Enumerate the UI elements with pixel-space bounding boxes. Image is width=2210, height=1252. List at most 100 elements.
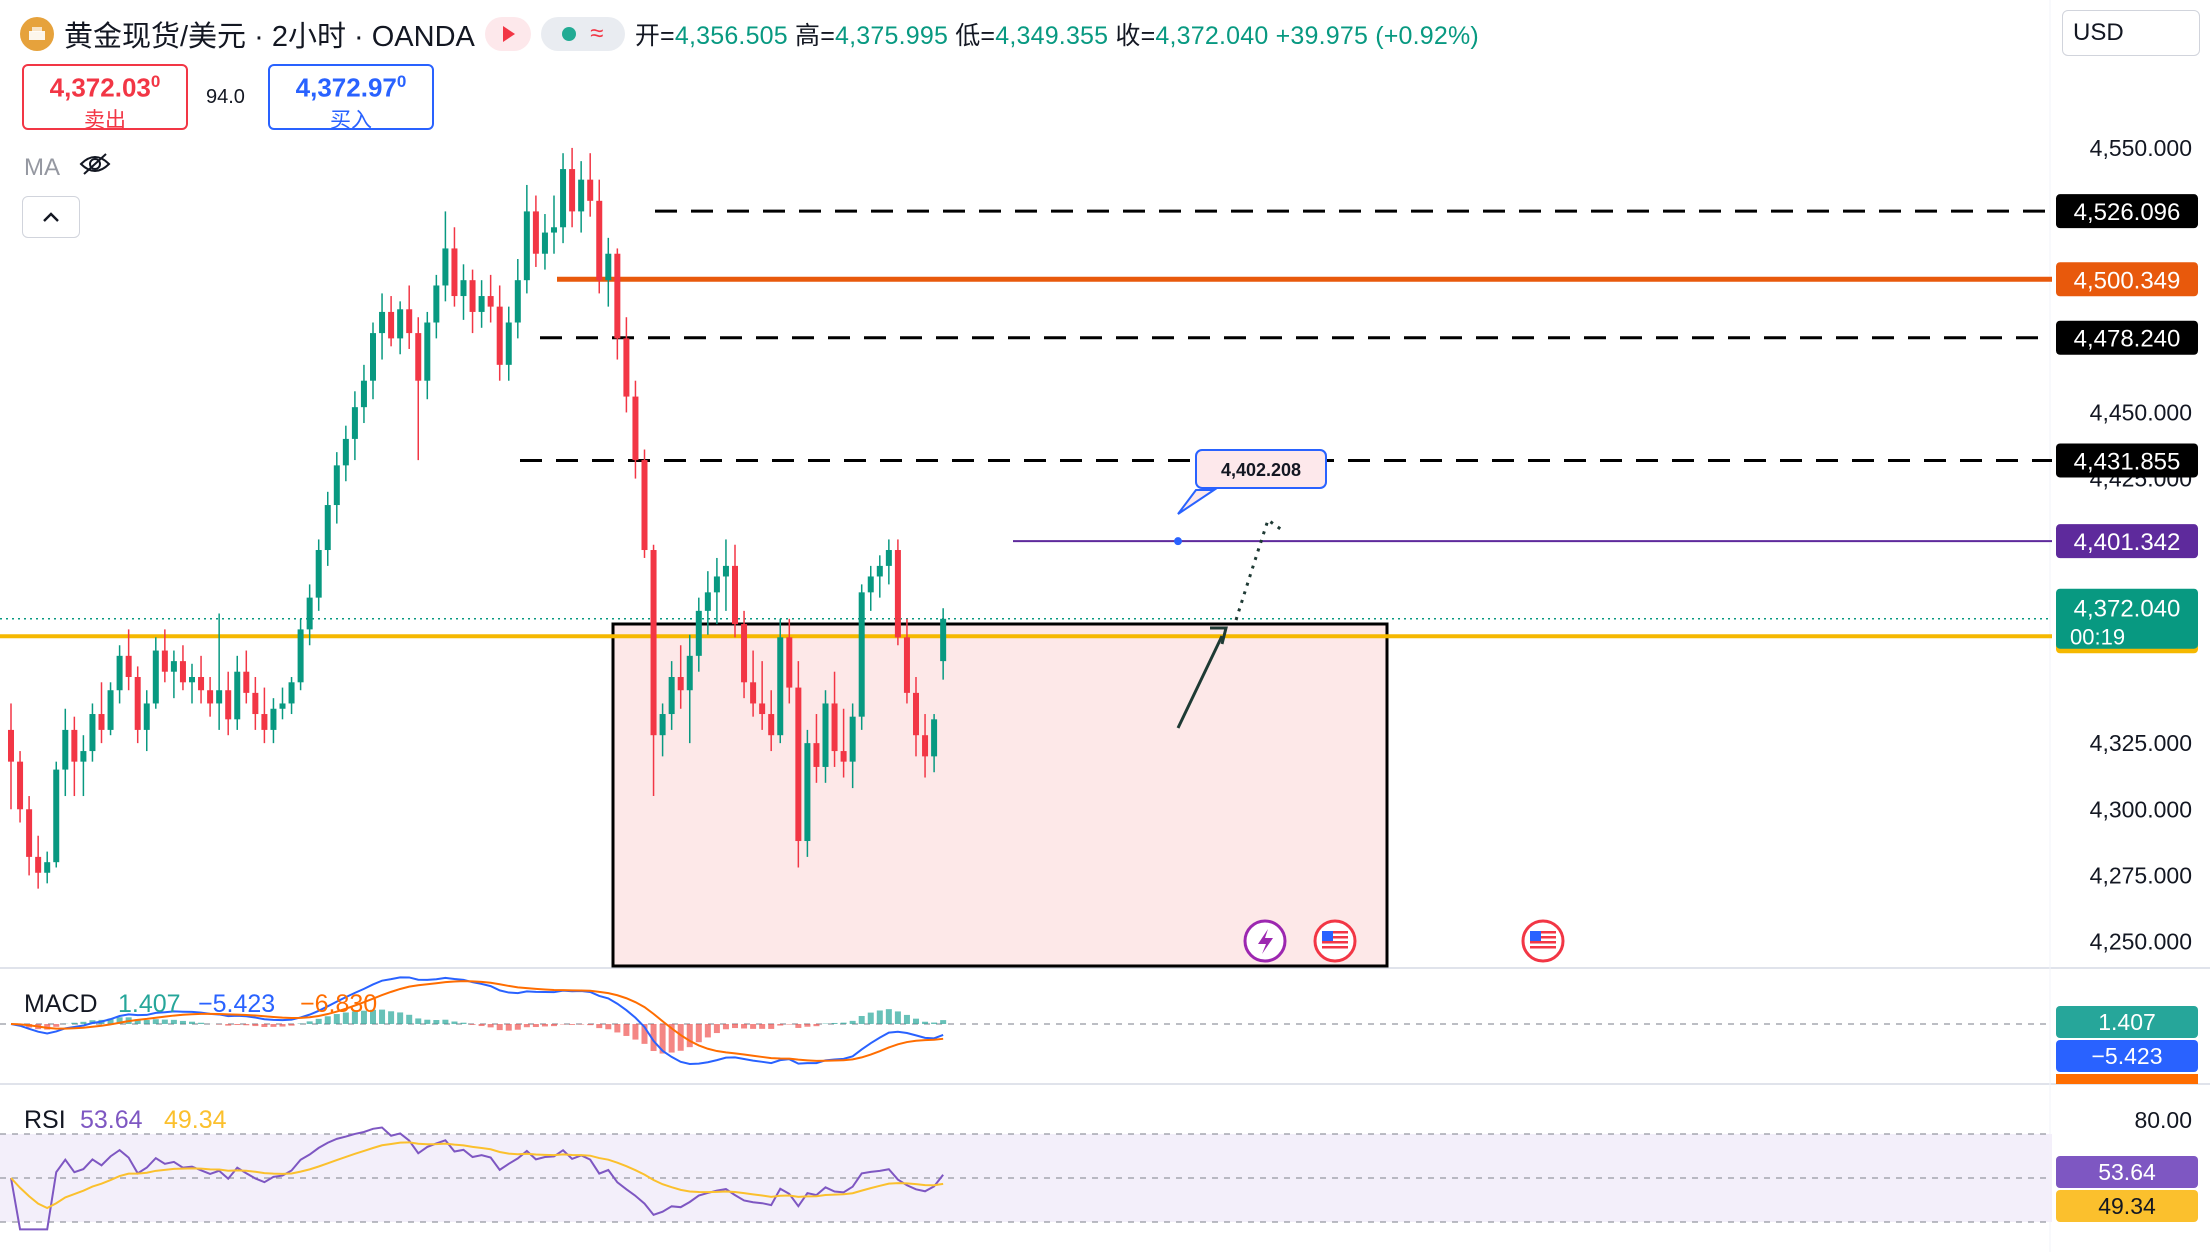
candle-body [478, 296, 485, 312]
rsi-legend-ma: 49.34 [164, 1106, 227, 1134]
macd-badge-histogram [2056, 1006, 2198, 1038]
candle-body [433, 285, 440, 323]
candle-body [379, 311, 386, 334]
candle-body [686, 655, 693, 691]
candle-body [143, 703, 150, 730]
lightning-glyph [1258, 929, 1273, 954]
candle-body [80, 751, 87, 762]
flag-canton [1530, 931, 1541, 941]
candle-body [876, 565, 883, 577]
macd-histogram-bar [433, 1020, 440, 1024]
symbol-title[interactable]: 黄金现货/美元 · 2小时 · OANDA [64, 21, 475, 53]
macd-histogram-bar [840, 1022, 847, 1024]
macd-histogram-bar [451, 1021, 458, 1024]
macd-histogram-bar [541, 1024, 548, 1027]
macd-histogram-bar [397, 1012, 404, 1024]
macd-histogram-bar [804, 1024, 811, 1027]
candle-body [71, 729, 78, 762]
flag-stripe [1322, 936, 1348, 939]
candle-body [351, 407, 358, 439]
macd-histogram-bar [415, 1018, 422, 1024]
candle-body [849, 716, 856, 762]
rsi-badge [2056, 1156, 2198, 1188]
macd-histogram-bar [505, 1024, 512, 1031]
macd-histogram-bar [379, 1009, 386, 1024]
macd-histogram-bar [442, 1019, 449, 1024]
macd-histogram-bar [569, 1024, 576, 1025]
macd-histogram-bar [677, 1024, 684, 1051]
candle-body [505, 322, 512, 365]
candle-body [170, 661, 177, 672]
ma-indicator-legend[interactable]: MA [24, 152, 112, 183]
candle-body [894, 550, 901, 638]
macd-histogram-bar [587, 1024, 594, 1026]
last-price-badge [2056, 588, 2198, 649]
candle-body [858, 592, 865, 717]
ma-label: MA [24, 153, 60, 181]
price-axis-tick: 4,550.000 [2090, 135, 2192, 161]
macd-histogram-bar [53, 1024, 60, 1027]
macd-histogram-bar [370, 1009, 376, 1024]
macd-histogram-bar [931, 1022, 938, 1024]
candle-body [134, 677, 141, 730]
macd-histogram-bar [460, 1022, 467, 1024]
candle-body [270, 708, 277, 730]
macd-histogram-bar [940, 1020, 947, 1024]
macd-badge-label: 1.407 [2098, 1009, 2156, 1035]
candle-body [922, 735, 929, 757]
candle-body [822, 703, 829, 767]
candle-body [388, 311, 395, 339]
candle-body [53, 769, 60, 863]
macd-histogram-bar [496, 1024, 503, 1031]
market-status-toggle[interactable]: ≈ [540, 17, 625, 51]
currency-select[interactable]: USD [2062, 10, 2200, 56]
macd-histogram-bar [551, 1024, 557, 1027]
candle-body [596, 200, 603, 281]
candle-body [26, 809, 33, 857]
macd-histogram-bar [324, 1016, 331, 1024]
macd-histogram-bar [80, 1021, 87, 1024]
level-badge-label: 4,526.096 [2074, 199, 2181, 226]
candle-body [786, 637, 793, 688]
macd-histogram-bar [469, 1024, 476, 1025]
candle-body [342, 438, 349, 466]
change-readout: +39.975 (+0.92%) [1275, 22, 1479, 50]
candle-body [668, 677, 675, 715]
callout-anchor [1174, 537, 1182, 546]
macd-histogram-bar [722, 1024, 729, 1030]
candle-body [406, 309, 413, 334]
macd-histogram-bar [903, 1014, 910, 1024]
price-axis-tick: 4,450.000 [2090, 399, 2192, 425]
sell-button[interactable]: 4,372.030 卖出 [22, 64, 188, 132]
macd-histogram-bar [306, 1021, 313, 1024]
candle-body [650, 550, 657, 736]
macd-histogram-bar [876, 1010, 883, 1024]
macd-histogram-bar [813, 1024, 820, 1027]
candle-body [35, 856, 42, 873]
demand-zone-box [611, 622, 1389, 968]
flag-stripe [1530, 936, 1556, 939]
market-open-dot-icon [562, 27, 577, 41]
buy-button[interactable]: 4,372.970 买入 [268, 64, 434, 132]
candle-body [750, 682, 757, 704]
candle-body [940, 618, 947, 662]
candle-body [370, 333, 376, 381]
macd-histogram-bar [71, 1022, 78, 1024]
eye-hidden-icon[interactable] [78, 152, 112, 183]
candle-body [931, 719, 938, 757]
candle-body [831, 703, 838, 752]
flag-icon[interactable] [484, 17, 531, 51]
macd-signal-line [10, 980, 944, 1062]
candle-body [578, 179, 585, 212]
macd-histogram-bar [288, 1024, 295, 1026]
macd-histogram-bar [243, 1024, 250, 1026]
level-badge-label: 4,431.855 [2074, 448, 2181, 475]
rsi-line [10, 1126, 944, 1231]
price-axis-tick: 4,250.000 [2090, 929, 2192, 955]
candle-body [189, 677, 195, 683]
level-badge-label: 4,401.342 [2074, 529, 2181, 556]
price-axis-tick: 4,300.000 [2090, 796, 2192, 822]
collapse-legend-button[interactable] [22, 196, 80, 238]
candle-body [840, 751, 847, 762]
